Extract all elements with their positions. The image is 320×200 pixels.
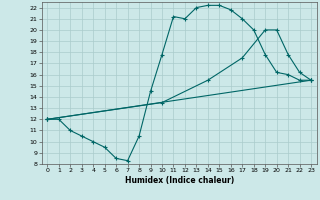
X-axis label: Humidex (Indice chaleur): Humidex (Indice chaleur) xyxy=(124,176,234,185)
